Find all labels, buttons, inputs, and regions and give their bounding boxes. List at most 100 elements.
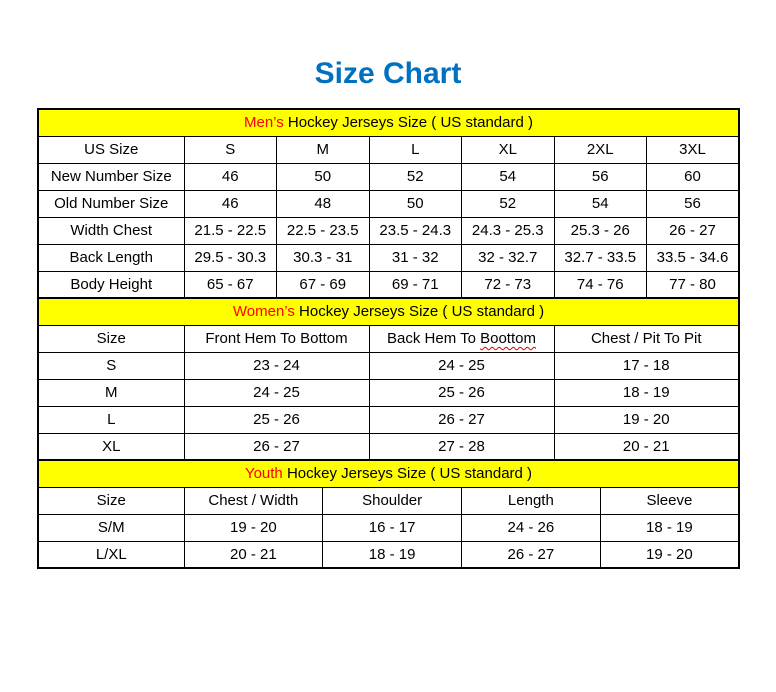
- row-label: S: [37, 351, 185, 380]
- youth-band-row: Youth Hockey Jerseys Size ( US standard …: [37, 459, 740, 488]
- table-row: XL 26 - 27 27 - 28 20 - 21: [37, 432, 740, 461]
- size-value: 46: [183, 162, 277, 191]
- row-label: L/XL: [37, 540, 185, 569]
- size-value: 52: [461, 189, 555, 218]
- size-value: 74 - 76: [553, 270, 647, 299]
- table-row: L 25 - 26 26 - 27 19 - 20: [37, 405, 740, 434]
- size-value: 26 - 27: [461, 540, 601, 569]
- size-value: 48: [276, 189, 370, 218]
- youth-band-accent: Youth: [244, 465, 283, 483]
- mens-band-accent: Men’s: [243, 114, 284, 132]
- col-header: Chest / Pit To Pit: [553, 324, 740, 353]
- col-header: Sleeve: [599, 486, 740, 515]
- size-value: 24.3 - 25.3: [461, 216, 555, 245]
- table-row: S 23 - 24 24 - 25 17 - 18: [37, 351, 740, 380]
- size-value: 54: [461, 162, 555, 191]
- col-header: M: [276, 135, 370, 164]
- size-value: 19 - 20: [183, 513, 324, 542]
- size-value: 56: [553, 162, 647, 191]
- youth-band-text: Hockey Jerseys Size ( US standard ): [282, 465, 533, 483]
- size-value: 32.7 - 33.5: [553, 243, 647, 272]
- size-value: 23.5 - 24.3: [368, 216, 462, 245]
- size-value: 16 - 17: [322, 513, 462, 542]
- misspelled-word: Boottom: [480, 330, 536, 347]
- col-header: Length: [461, 486, 601, 515]
- row-label: Body Height: [37, 270, 185, 299]
- size-value: 20 - 21: [183, 540, 324, 569]
- size-value: 19 - 20: [599, 540, 740, 569]
- size-value: 21.5 - 22.5: [183, 216, 277, 245]
- size-value: 65 - 67: [183, 270, 277, 299]
- size-chart-tables: Men’s Hockey Jerseys Size ( US standard …: [37, 108, 740, 569]
- table-row: M 24 - 25 25 - 26 18 - 19: [37, 378, 740, 407]
- row-label: Width Chest: [37, 216, 185, 245]
- row-label: Old Number Size: [37, 189, 185, 218]
- size-value: 32 - 32.7: [461, 243, 555, 272]
- size-value: 23 - 24: [183, 351, 370, 380]
- table-row: Back Length 29.5 - 30.3 30.3 - 31 31 - 3…: [37, 243, 740, 272]
- row-label: Back Length: [37, 243, 185, 272]
- col-header: XL: [461, 135, 555, 164]
- size-value: 30.3 - 31: [276, 243, 370, 272]
- size-value: 54: [553, 189, 647, 218]
- womens-band-accent: Women’s: [232, 303, 295, 321]
- size-value: 72 - 73: [461, 270, 555, 299]
- mens-band: Men’s Hockey Jerseys Size ( US standard …: [37, 108, 740, 137]
- size-value: 25 - 26: [183, 405, 370, 434]
- col-header: Front Hem To Bottom: [183, 324, 370, 353]
- size-value: 27 - 28: [368, 432, 555, 461]
- size-value: 24 - 25: [368, 351, 555, 380]
- size-value: 56: [646, 189, 740, 218]
- mens-band-row: Men’s Hockey Jerseys Size ( US standard …: [37, 108, 740, 137]
- col-header: Size: [37, 486, 185, 515]
- size-value: 24 - 26: [461, 513, 601, 542]
- womens-band-text: Hockey Jerseys Size ( US standard ): [294, 303, 545, 321]
- youth-band: Youth Hockey Jerseys Size ( US standard …: [37, 459, 740, 488]
- womens-size-table: Women’s Hockey Jerseys Size ( US standar…: [37, 297, 740, 461]
- row-label: M: [37, 378, 185, 407]
- col-header: Shoulder: [322, 486, 462, 515]
- youth-size-table: Youth Hockey Jerseys Size ( US standard …: [37, 459, 740, 569]
- size-value: 19 - 20: [553, 405, 740, 434]
- size-value: 18 - 19: [553, 378, 740, 407]
- col-header: Size: [37, 324, 185, 353]
- size-value: 69 - 71: [368, 270, 462, 299]
- youth-header-row: Size Chest / Width Shoulder Length Sleev…: [37, 486, 740, 515]
- womens-band: Women’s Hockey Jerseys Size ( US standar…: [37, 297, 740, 326]
- col-header: 2XL: [553, 135, 647, 164]
- size-value: 46: [183, 189, 277, 218]
- col-header: L: [368, 135, 462, 164]
- size-value: 31 - 32: [368, 243, 462, 272]
- page-title: Size Chart: [314, 57, 462, 90]
- mens-band-text: Hockey Jerseys Size ( US standard ): [283, 114, 533, 132]
- row-label: L: [37, 405, 185, 434]
- size-value: 60: [646, 162, 740, 191]
- womens-band-row: Women’s Hockey Jerseys Size ( US standar…: [37, 297, 740, 326]
- table-row: S/M 19 - 20 16 - 17 24 - 26 18 - 19: [37, 513, 740, 542]
- mens-header-row: US Size S M L XL 2XL 3XL: [37, 135, 740, 164]
- size-value: 26 - 27: [183, 432, 370, 461]
- table-row: Width Chest 21.5 - 22.5 22.5 - 23.5 23.5…: [37, 216, 740, 245]
- col-header: Chest / Width: [183, 486, 324, 515]
- mens-size-table: Men’s Hockey Jerseys Size ( US standard …: [37, 108, 740, 299]
- size-value: 26 - 27: [646, 216, 740, 245]
- size-value: 50: [368, 189, 462, 218]
- size-value: 50: [276, 162, 370, 191]
- col-header: S: [183, 135, 277, 164]
- size-value: 17 - 18: [553, 351, 740, 380]
- womens-header-row: Size Front Hem To Bottom Back Hem To Boo…: [37, 324, 740, 353]
- size-value: 18 - 19: [599, 513, 740, 542]
- size-value: 52: [368, 162, 462, 191]
- size-value: 22.5 - 23.5: [276, 216, 370, 245]
- col-header: US Size: [37, 135, 185, 164]
- size-value: 67 - 69: [276, 270, 370, 299]
- size-value: 24 - 25: [183, 378, 370, 407]
- table-row: L/XL 20 - 21 18 - 19 26 - 27 19 - 20: [37, 540, 740, 569]
- row-label: S/M: [37, 513, 185, 542]
- size-value: 20 - 21: [553, 432, 740, 461]
- col-header-text: Back Hem To: [387, 330, 481, 347]
- col-header: 3XL: [646, 135, 740, 164]
- size-value: 25 - 26: [368, 378, 555, 407]
- size-value: 25.3 - 26: [553, 216, 647, 245]
- size-value: 26 - 27: [368, 405, 555, 434]
